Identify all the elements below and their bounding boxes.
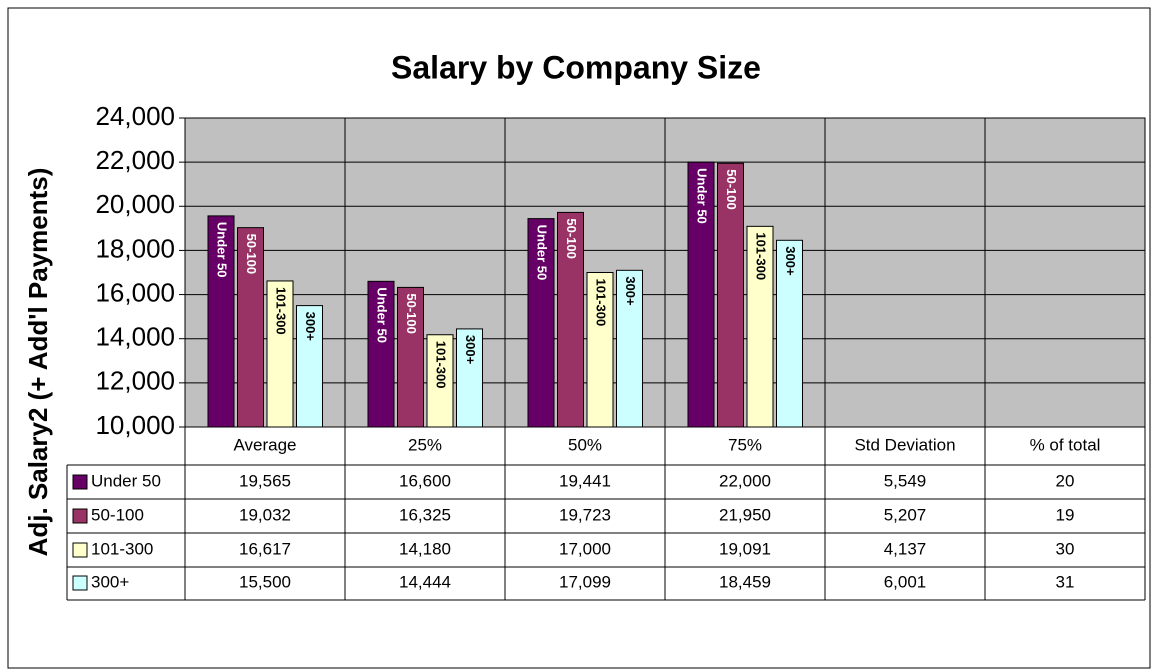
bar: [586, 272, 614, 427]
bar-label: 300+: [303, 312, 318, 342]
bar-label: 50-100: [244, 234, 259, 274]
table-cell: 19,565: [239, 471, 291, 490]
bar-label: 300+: [463, 335, 478, 365]
chart-title: Salary by Company Size: [391, 49, 761, 85]
bar-label: Under 50: [695, 168, 710, 224]
x-tick-label: Average: [233, 435, 296, 454]
bar-label: 101-300: [754, 232, 769, 280]
table-cell: 20: [1056, 471, 1075, 490]
table-cell: 17,000: [559, 539, 611, 558]
bar: [456, 328, 483, 427]
table-cell: 16,617: [239, 539, 291, 558]
bar-label: 101-300: [434, 341, 449, 389]
legend-swatch: [72, 508, 88, 524]
bar: [746, 225, 774, 427]
bar: [296, 305, 323, 427]
x-tick-label: 25%: [408, 435, 442, 454]
y-tick-label: 12,000: [95, 366, 175, 396]
legend-label: 300+: [91, 572, 129, 591]
bar: [616, 269, 643, 427]
table-cell: 18,459: [719, 572, 771, 591]
table-cell: 16,600: [399, 471, 451, 490]
legend-label: 101-300: [91, 539, 153, 558]
x-tick-label: 50%: [568, 435, 602, 454]
legend-swatch: [72, 474, 88, 490]
x-tick-label: 75%: [728, 435, 762, 454]
table-cell: 14,180: [399, 539, 451, 558]
bar: [527, 218, 555, 427]
legend-swatch: [72, 575, 88, 591]
table-cell: 31: [1056, 572, 1075, 591]
legend-label: 50-100: [91, 505, 144, 524]
bar: [776, 239, 803, 427]
y-tick-label: 24,000: [95, 101, 175, 131]
bars: Under 50 Under 50 Under 50 Under 50 50-100 50…: [207, 161, 803, 427]
bar-label: 50-100: [404, 293, 419, 333]
bar: [207, 215, 235, 427]
y-axis-label: Adj. Salary2 (+ Add'l Payments): [23, 168, 53, 557]
bar: [367, 280, 395, 427]
table-cell: 19,441: [559, 471, 611, 490]
y-tick-label: 16,000: [95, 277, 175, 307]
bar-label: 300+: [783, 246, 798, 276]
bar: [237, 227, 264, 427]
table-cell: 19: [1056, 505, 1075, 524]
table-cell: 19,091: [719, 539, 771, 558]
bar: [717, 162, 744, 427]
legend-swatch: [72, 542, 88, 558]
bar-label: Under 50: [375, 287, 390, 343]
bar-label: Under 50: [215, 222, 230, 278]
table-cell: 6,001: [884, 572, 927, 591]
bar: [557, 211, 584, 427]
y-tick-label: 14,000: [95, 322, 175, 352]
table-cell: 16,325: [399, 505, 451, 524]
table-cell: 30: [1056, 539, 1075, 558]
table-cell: 19,032: [239, 505, 291, 524]
table-cell: 5,549: [884, 471, 927, 490]
bar: [266, 280, 294, 427]
x-tick-label: % of total: [1030, 435, 1101, 454]
table-cell: 4,137: [884, 539, 927, 558]
legend-label: Under 50: [91, 471, 161, 490]
bar-label: Under 50: [535, 225, 550, 281]
table-cell: 14,444: [399, 572, 451, 591]
y-tick-label: 10,000: [95, 410, 175, 440]
table-cell: 19,723: [559, 505, 611, 524]
y-tick-label: 18,000: [95, 233, 175, 263]
bar: [397, 286, 424, 427]
table-cell: 15,500: [239, 572, 291, 591]
bar: [687, 161, 715, 427]
table-cell: 21,950: [719, 505, 771, 524]
y-tick-label: 20,000: [95, 189, 175, 219]
x-tick-label: Std Deviation: [854, 435, 955, 454]
bar-label: 101-300: [594, 279, 609, 327]
bar-label: 101-300: [274, 287, 289, 335]
y-tick-label: 22,000: [95, 145, 175, 175]
table-cell: 17,099: [559, 572, 611, 591]
table-cell: 5,207: [884, 505, 927, 524]
table-cell: 22,000: [719, 471, 771, 490]
bar-label: 50-100: [724, 169, 739, 209]
bar-label: 300+: [623, 276, 638, 306]
bar: [426, 334, 454, 427]
bar-label: 50-100: [564, 218, 579, 258]
